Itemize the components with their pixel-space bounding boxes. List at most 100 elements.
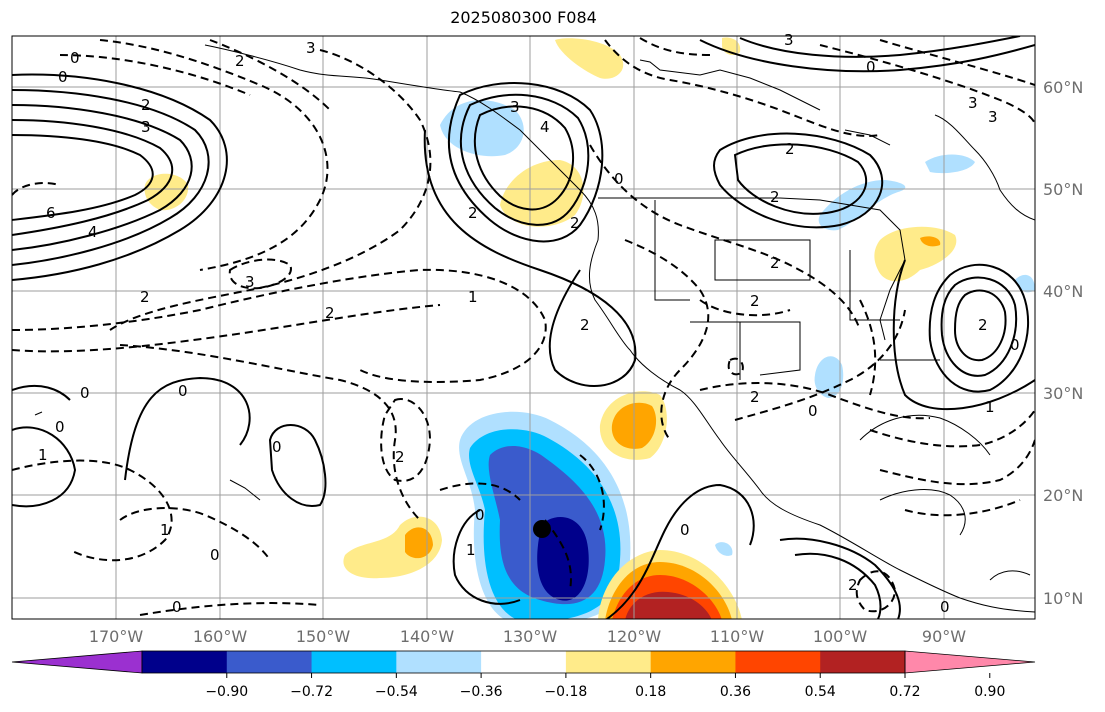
colorbar-segment [735, 651, 821, 673]
colorbar-segment [481, 651, 567, 673]
contour-label: 0 [680, 521, 690, 539]
contour-label: 6 [46, 204, 56, 222]
contour-lines-dashed [12, 37, 1035, 616]
coastlines [34, 44, 1035, 613]
colorbar-ticks: −0.90 −0.72 −0.54 −0.36 −0.18 0.18 0.36 0.54 0.7… [205, 673, 1005, 700]
colorbar-segment [396, 651, 482, 673]
negative-anomaly-gulf [715, 542, 733, 556]
contour-label: 2 [770, 254, 780, 272]
positive-anomaly-pacific [144, 173, 189, 211]
colorbar-segment [820, 651, 906, 673]
contour-label: 2 [785, 140, 795, 158]
colorbar-segment [226, 651, 313, 673]
contour-label: 1 [466, 541, 476, 559]
lat-label-50n: 50°N [1043, 180, 1083, 199]
negative-anomaly-peak [537, 517, 589, 601]
contour-label: 0 [172, 598, 182, 616]
contour-label: 0 [1010, 336, 1020, 354]
contour-labels: 0 3 2 0 2 3 6 4 2 3 2 3 4 0 2 2 2 3 0 3 … [38, 31, 1020, 616]
colorbar-tick-label: 0.72 [889, 684, 920, 700]
lon-label-110w: 110°W [710, 627, 765, 646]
colorbar-tick-label: 0.90 [974, 684, 1005, 700]
lon-label-120w: 120°W [607, 627, 662, 646]
latitude-labels: 60°N 50°N 40°N 30°N 20°N 10°N [1043, 78, 1083, 608]
colorbar-tick-label: −0.72 [290, 684, 333, 700]
storm-position-marker [533, 520, 551, 538]
lon-label-160w: 160°W [193, 627, 248, 646]
lat-label-10n: 10°N [1043, 589, 1083, 608]
colorbar-tick-label: −0.18 [544, 684, 587, 700]
contour-label: 0 [58, 68, 68, 86]
shaded-anomaly-layer [144, 37, 1035, 619]
gridlines [12, 36, 1035, 619]
contour-label: 2 [750, 388, 760, 406]
contour-label: 0 [272, 438, 282, 456]
lat-label-40n: 40°N [1043, 282, 1083, 301]
contour-label: 3 [968, 94, 978, 112]
negative-anomaly-labrador [925, 154, 975, 174]
colorbar-tick-label: 0.36 [720, 684, 751, 700]
colorbar: −0.90 −0.72 −0.54 −0.36 −0.18 0.18 0.36 0.54 0.7… [11, 650, 1036, 700]
contour-label: 2 [235, 52, 245, 70]
lon-label-100w: 100°W [813, 627, 868, 646]
colorbar-tick-label: 0.54 [805, 684, 836, 700]
colorbar-extend-low [11, 650, 143, 674]
colorbar-segment [142, 651, 228, 673]
colorbar-segment [650, 651, 736, 673]
contour-label: 0 [80, 384, 90, 402]
colorbar-tick-label: −0.36 [460, 684, 503, 700]
contour-label: 4 [88, 223, 98, 241]
contour-label: 0 [808, 402, 818, 420]
colorbar-segment [565, 651, 652, 673]
map-frame [11, 35, 1036, 620]
colorbar-tick-label: −0.54 [375, 684, 418, 700]
contour-label: 2 [141, 96, 151, 114]
lon-label-130w: 130°W [503, 627, 558, 646]
contour-label: 3 [306, 39, 316, 57]
lon-label-140w: 140°W [400, 627, 455, 646]
contour-label: 0 [55, 418, 65, 436]
contour-label: 0 [866, 58, 876, 76]
contour-label: 3 [510, 98, 520, 116]
contour-label: 1 [468, 288, 478, 306]
contour-label: 1 [985, 398, 995, 416]
positive-anomaly-greatlakes-med [920, 236, 941, 247]
colorbar-segment [311, 651, 397, 673]
contour-label: 4 [540, 118, 550, 136]
colorbar-segments [11, 650, 1036, 674]
positive-anomaly-coast [500, 160, 584, 227]
contour-label: 0 [614, 170, 624, 188]
contour-label: 2 [395, 448, 405, 466]
contour-label: 2 [848, 576, 858, 594]
lon-label-170w: 170°W [89, 627, 144, 646]
colorbar-tick-label: −0.90 [205, 684, 248, 700]
lon-label-150w: 150°W [296, 627, 351, 646]
contour-label: 0 [178, 382, 188, 400]
lat-label-20n: 20°N [1043, 486, 1083, 505]
lat-label-30n: 30°N [1043, 384, 1083, 403]
contour-label: 2 [570, 214, 580, 232]
longitude-labels: 170°W 160°W 150°W 140°W 130°W 120°W 110°… [89, 627, 966, 646]
contour-label: 3 [245, 273, 255, 291]
contour-label: 3 [141, 118, 151, 136]
colorbar-border [141, 650, 906, 674]
contour-label: 2 [750, 292, 760, 310]
contour-label: 2 [978, 316, 988, 334]
contour-label: 0 [210, 546, 220, 564]
lat-label-60n: 60°N [1043, 78, 1083, 97]
colorbar-tick-label: 0.18 [635, 684, 666, 700]
contour-lines-solid [12, 36, 1035, 619]
positive-anomaly-west-medium [405, 527, 433, 559]
positive-anomaly-north [555, 38, 624, 79]
contour-label: 3 [988, 108, 998, 126]
contour-label: 0 [940, 598, 950, 616]
contour-label: 0 [475, 506, 485, 524]
lon-label-90w: 90°W [922, 627, 966, 646]
contour-label: 2 [468, 204, 478, 222]
contour-label: 2 [140, 288, 150, 306]
contour-label: 2 [770, 188, 780, 206]
contour-label: 2 [325, 304, 335, 322]
map-title: 2025080300 F084 [450, 8, 597, 27]
contour-label: 0 [70, 49, 80, 67]
